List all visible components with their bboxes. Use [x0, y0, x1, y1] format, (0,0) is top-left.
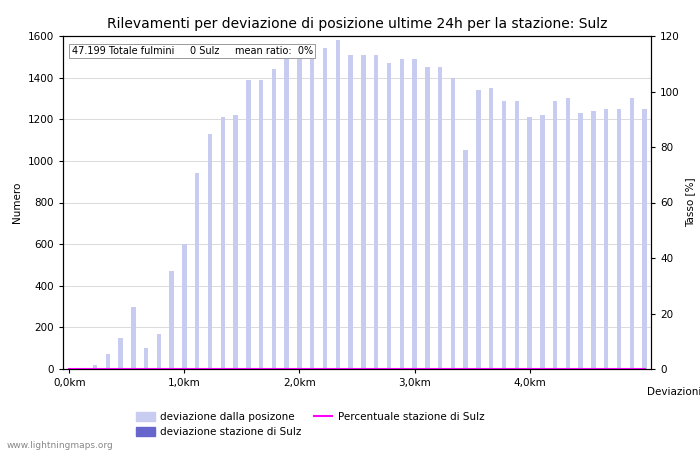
Percentuale stazione di Sulz: [218, 366, 227, 372]
Percentuale stazione di Sulz: [193, 366, 202, 372]
Bar: [514, 100, 519, 369]
Percentuale stazione di Sulz: [232, 366, 240, 372]
Percentuale stazione di Sulz: [65, 366, 74, 372]
Bar: [182, 244, 187, 369]
Percentuale stazione di Sulz: [577, 366, 585, 372]
Percentuale stazione di Sulz: [129, 366, 137, 372]
Bar: [374, 55, 379, 369]
Percentuale stazione di Sulz: [244, 366, 253, 372]
Percentuale stazione di Sulz: [334, 366, 342, 372]
Bar: [361, 55, 365, 369]
Legend: deviazione dalla posizone, deviazione stazione di Sulz, Percentuale stazione di : deviazione dalla posizone, deviazione st…: [132, 408, 489, 441]
Text: 47.199 Totale fulmini     0 Sulz     mean ratio:  0%: 47.199 Totale fulmini 0 Sulz mean ratio:…: [72, 46, 313, 56]
Percentuale stazione di Sulz: [167, 366, 176, 372]
Bar: [233, 115, 238, 369]
Percentuale stazione di Sulz: [436, 366, 445, 372]
Percentuale stazione di Sulz: [116, 366, 125, 372]
Percentuale stazione di Sulz: [526, 366, 534, 372]
Bar: [131, 306, 136, 369]
Bar: [617, 109, 622, 369]
Bar: [592, 111, 596, 369]
Percentuale stazione di Sulz: [500, 366, 508, 372]
Percentuale stazione di Sulz: [449, 366, 457, 372]
Title: Rilevamenti per deviazione di posizione ultime 24h per la stazione: Sulz: Rilevamenti per deviazione di posizione …: [106, 17, 608, 31]
Bar: [284, 57, 289, 369]
Percentuale stazione di Sulz: [295, 366, 304, 372]
Bar: [463, 150, 468, 369]
Percentuale stazione di Sulz: [398, 366, 406, 372]
Percentuale stazione di Sulz: [602, 366, 610, 372]
Bar: [335, 40, 340, 369]
Bar: [476, 90, 481, 369]
Bar: [169, 271, 174, 369]
Percentuale stazione di Sulz: [142, 366, 150, 372]
Bar: [553, 100, 557, 369]
Bar: [425, 67, 430, 369]
Bar: [578, 113, 583, 369]
Bar: [118, 338, 122, 369]
Bar: [566, 99, 570, 369]
Text: www.lightningmaps.org: www.lightningmaps.org: [7, 441, 113, 450]
Bar: [106, 355, 110, 369]
Percentuale stazione di Sulz: [78, 366, 86, 372]
Bar: [451, 77, 455, 369]
Percentuale stazione di Sulz: [257, 366, 265, 372]
Percentuale stazione di Sulz: [538, 366, 547, 372]
Percentuale stazione di Sulz: [512, 366, 521, 372]
Bar: [310, 53, 314, 369]
Y-axis label: Tasso [%]: Tasso [%]: [685, 178, 695, 227]
X-axis label: Deviazioni: Deviazioni: [648, 387, 700, 397]
Percentuale stazione di Sulz: [551, 366, 559, 372]
Percentuale stazione di Sulz: [589, 366, 598, 372]
Percentuale stazione di Sulz: [385, 366, 393, 372]
Percentuale stazione di Sulz: [346, 366, 355, 372]
Percentuale stazione di Sulz: [321, 366, 329, 372]
Bar: [629, 99, 634, 369]
Bar: [208, 134, 212, 369]
Bar: [195, 173, 199, 369]
Percentuale stazione di Sulz: [283, 366, 291, 372]
Bar: [386, 63, 391, 369]
Bar: [246, 80, 251, 369]
Bar: [643, 109, 647, 369]
Percentuale stazione di Sulz: [423, 366, 431, 372]
Percentuale stazione di Sulz: [359, 366, 368, 372]
Percentuale stazione di Sulz: [615, 366, 623, 372]
Bar: [92, 365, 97, 369]
Percentuale stazione di Sulz: [628, 366, 636, 372]
Percentuale stazione di Sulz: [91, 366, 99, 372]
Percentuale stazione di Sulz: [104, 366, 112, 372]
Bar: [540, 115, 545, 369]
Percentuale stazione di Sulz: [640, 366, 649, 372]
Bar: [502, 100, 506, 369]
Bar: [412, 59, 416, 369]
Bar: [298, 55, 302, 369]
Percentuale stazione di Sulz: [487, 366, 496, 372]
Percentuale stazione di Sulz: [206, 366, 214, 372]
Percentuale stazione di Sulz: [155, 366, 163, 372]
Bar: [220, 117, 225, 369]
Bar: [349, 55, 353, 369]
Percentuale stazione di Sulz: [410, 366, 419, 372]
Bar: [400, 59, 404, 369]
Bar: [438, 67, 442, 369]
Percentuale stazione di Sulz: [372, 366, 380, 372]
Percentuale stazione di Sulz: [308, 366, 316, 372]
Percentuale stazione di Sulz: [564, 366, 572, 372]
Bar: [604, 109, 608, 369]
Bar: [259, 80, 263, 369]
Bar: [144, 348, 148, 369]
Bar: [157, 333, 161, 369]
Percentuale stazione di Sulz: [461, 366, 470, 372]
Bar: [80, 368, 85, 369]
Bar: [272, 69, 276, 369]
Y-axis label: Numero: Numero: [12, 182, 22, 223]
Bar: [323, 49, 328, 369]
Percentuale stazione di Sulz: [270, 366, 278, 372]
Percentuale stazione di Sulz: [180, 366, 188, 372]
Bar: [527, 117, 532, 369]
Bar: [489, 88, 493, 369]
Percentuale stazione di Sulz: [474, 366, 482, 372]
